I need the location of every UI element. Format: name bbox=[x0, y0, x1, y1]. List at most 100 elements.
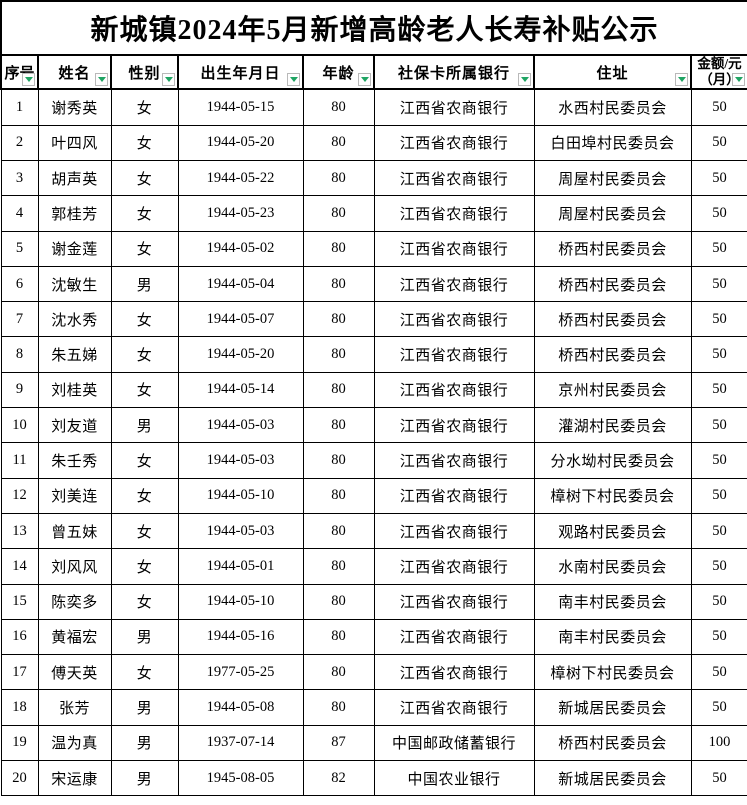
table-cell[interactable]: 13 bbox=[0, 512, 39, 550]
table-cell[interactable]: 樟树下村民委员会 bbox=[533, 477, 692, 514]
table-cell[interactable]: 4 bbox=[0, 195, 39, 232]
table-cell[interactable]: 7 bbox=[0, 301, 39, 338]
table-cell[interactable]: 80 bbox=[302, 124, 375, 161]
table-cell[interactable]: 刘美连 bbox=[37, 477, 112, 514]
table-cell[interactable]: 1944-05-14 bbox=[177, 371, 304, 409]
table-cell[interactable]: 9 bbox=[0, 371, 39, 409]
col-header-bank[interactable]: 社保卡所属银行 bbox=[373, 53, 535, 91]
table-cell[interactable]: 樟树下村民委员会 bbox=[533, 654, 692, 691]
table-cell[interactable]: 灌湖村民委员会 bbox=[533, 407, 692, 444]
table-cell[interactable]: 1944-05-10 bbox=[177, 583, 304, 620]
table-cell[interactable]: 1945-08-05 bbox=[177, 760, 304, 797]
table-cell[interactable]: 江西省农商银行 bbox=[373, 618, 535, 656]
table-cell[interactable]: 1977-05-25 bbox=[177, 654, 304, 691]
table-cell[interactable]: 50 bbox=[690, 371, 747, 409]
table-cell[interactable]: 女 bbox=[110, 195, 179, 232]
table-cell[interactable]: 50 bbox=[690, 654, 747, 691]
table-cell[interactable]: 新城居民委员会 bbox=[533, 760, 692, 797]
col-header-gender[interactable]: 性别 bbox=[110, 53, 179, 91]
table-cell[interactable]: 18 bbox=[0, 689, 39, 726]
col-header-amount[interactable]: 金额/元（月） bbox=[689, 53, 747, 91]
table-cell[interactable]: 50 bbox=[690, 301, 747, 338]
table-cell[interactable]: 80 bbox=[302, 301, 375, 338]
filter-dropdown-icon[interactable] bbox=[95, 73, 108, 87]
table-cell[interactable]: 1944-05-01 bbox=[177, 548, 304, 585]
table-cell[interactable]: 女 bbox=[110, 88, 179, 126]
table-cell[interactable]: 南丰村民委员会 bbox=[533, 618, 692, 656]
table-cell[interactable]: 江西省农商银行 bbox=[373, 371, 535, 409]
table-cell[interactable]: 80 bbox=[302, 371, 375, 409]
table-cell[interactable]: 87 bbox=[302, 724, 375, 762]
table-cell[interactable]: 桥西村民委员会 bbox=[533, 336, 692, 373]
table-cell[interactable]: 80 bbox=[302, 689, 375, 726]
table-cell[interactable]: 1937-07-14 bbox=[177, 724, 304, 762]
table-cell[interactable]: 女 bbox=[110, 548, 179, 585]
table-cell[interactable]: 男 bbox=[110, 760, 179, 797]
table-cell[interactable]: 80 bbox=[302, 442, 375, 479]
table-cell[interactable]: 女 bbox=[110, 124, 179, 161]
table-cell[interactable]: 朱五娣 bbox=[37, 336, 112, 373]
filter-dropdown-icon[interactable] bbox=[287, 73, 300, 87]
table-cell[interactable]: 谢秀英 bbox=[37, 88, 112, 126]
table-cell[interactable]: 女 bbox=[110, 336, 179, 373]
col-header-age[interactable]: 年龄 bbox=[302, 53, 375, 91]
filter-dropdown-icon[interactable] bbox=[732, 73, 746, 87]
table-cell[interactable]: 周屋村民委员会 bbox=[533, 159, 692, 197]
table-cell[interactable]: 6 bbox=[0, 265, 39, 303]
table-cell[interactable]: 观路村民委员会 bbox=[533, 512, 692, 550]
table-cell[interactable]: 3 bbox=[0, 159, 39, 197]
table-cell[interactable]: 80 bbox=[302, 336, 375, 373]
table-cell[interactable]: 江西省农商银行 bbox=[373, 442, 535, 479]
table-cell[interactable]: 女 bbox=[110, 654, 179, 691]
table-cell[interactable]: 1 bbox=[0, 88, 39, 126]
table-cell[interactable]: 江西省农商银行 bbox=[373, 477, 535, 514]
table-cell[interactable]: 傅天英 bbox=[37, 654, 112, 691]
table-cell[interactable]: 男 bbox=[110, 265, 179, 303]
table-cell[interactable]: 男 bbox=[110, 724, 179, 762]
table-cell[interactable]: 14 bbox=[0, 548, 39, 585]
table-cell[interactable]: 19 bbox=[0, 724, 39, 762]
table-cell[interactable]: 江西省农商银行 bbox=[373, 265, 535, 303]
table-cell[interactable]: 曾五妹 bbox=[37, 512, 112, 550]
table-cell[interactable]: 中国农业银行 bbox=[373, 760, 535, 797]
table-cell[interactable]: 水西村民委员会 bbox=[533, 88, 692, 126]
table-cell[interactable]: 5 bbox=[0, 230, 39, 267]
table-cell[interactable]: 男 bbox=[110, 618, 179, 656]
table-cell[interactable]: 1944-05-08 bbox=[177, 689, 304, 726]
table-cell[interactable]: 江西省农商银行 bbox=[373, 548, 535, 585]
col-header-name[interactable]: 姓名 bbox=[37, 53, 112, 91]
table-cell[interactable]: 温为真 bbox=[37, 724, 112, 762]
table-cell[interactable]: 50 bbox=[690, 159, 747, 197]
col-header-address[interactable]: 住址 bbox=[533, 53, 692, 91]
table-cell[interactable]: 50 bbox=[690, 618, 747, 656]
table-cell[interactable]: 8 bbox=[0, 336, 39, 373]
table-cell[interactable]: 叶四风 bbox=[37, 124, 112, 161]
table-cell[interactable]: 50 bbox=[690, 407, 747, 444]
table-cell[interactable]: 黄福宏 bbox=[37, 618, 112, 656]
table-cell[interactable]: 女 bbox=[110, 371, 179, 409]
table-cell[interactable]: 女 bbox=[110, 159, 179, 197]
table-cell[interactable]: 50 bbox=[690, 689, 747, 726]
table-cell[interactable]: 11 bbox=[0, 442, 39, 479]
table-cell[interactable]: 男 bbox=[110, 689, 179, 726]
table-cell[interactable]: 82 bbox=[302, 760, 375, 797]
table-cell[interactable]: 江西省农商银行 bbox=[373, 124, 535, 161]
table-cell[interactable]: 80 bbox=[302, 195, 375, 232]
table-cell[interactable]: 张芳 bbox=[37, 689, 112, 726]
table-cell[interactable]: 80 bbox=[302, 618, 375, 656]
table-cell[interactable]: 江西省农商银行 bbox=[373, 195, 535, 232]
filter-dropdown-icon[interactable] bbox=[518, 73, 531, 87]
table-cell[interactable]: 江西省农商银行 bbox=[373, 407, 535, 444]
table-cell[interactable]: 女 bbox=[110, 230, 179, 267]
table-cell[interactable]: 50 bbox=[690, 230, 747, 267]
table-cell[interactable]: 1944-05-20 bbox=[177, 336, 304, 373]
table-cell[interactable]: 桥西村民委员会 bbox=[533, 301, 692, 338]
page-title[interactable]: 新城镇2024年5月新增高龄老人长寿补贴公示 bbox=[0, 0, 747, 56]
table-cell[interactable]: 15 bbox=[0, 583, 39, 620]
table-cell[interactable]: 80 bbox=[302, 512, 375, 550]
table-cell[interactable]: 朱壬秀 bbox=[37, 442, 112, 479]
table-cell[interactable]: 京州村民委员会 bbox=[533, 371, 692, 409]
table-cell[interactable]: 分水坳村民委员会 bbox=[533, 442, 692, 479]
table-cell[interactable]: 80 bbox=[302, 88, 375, 126]
table-cell[interactable]: 桥西村民委员会 bbox=[533, 265, 692, 303]
